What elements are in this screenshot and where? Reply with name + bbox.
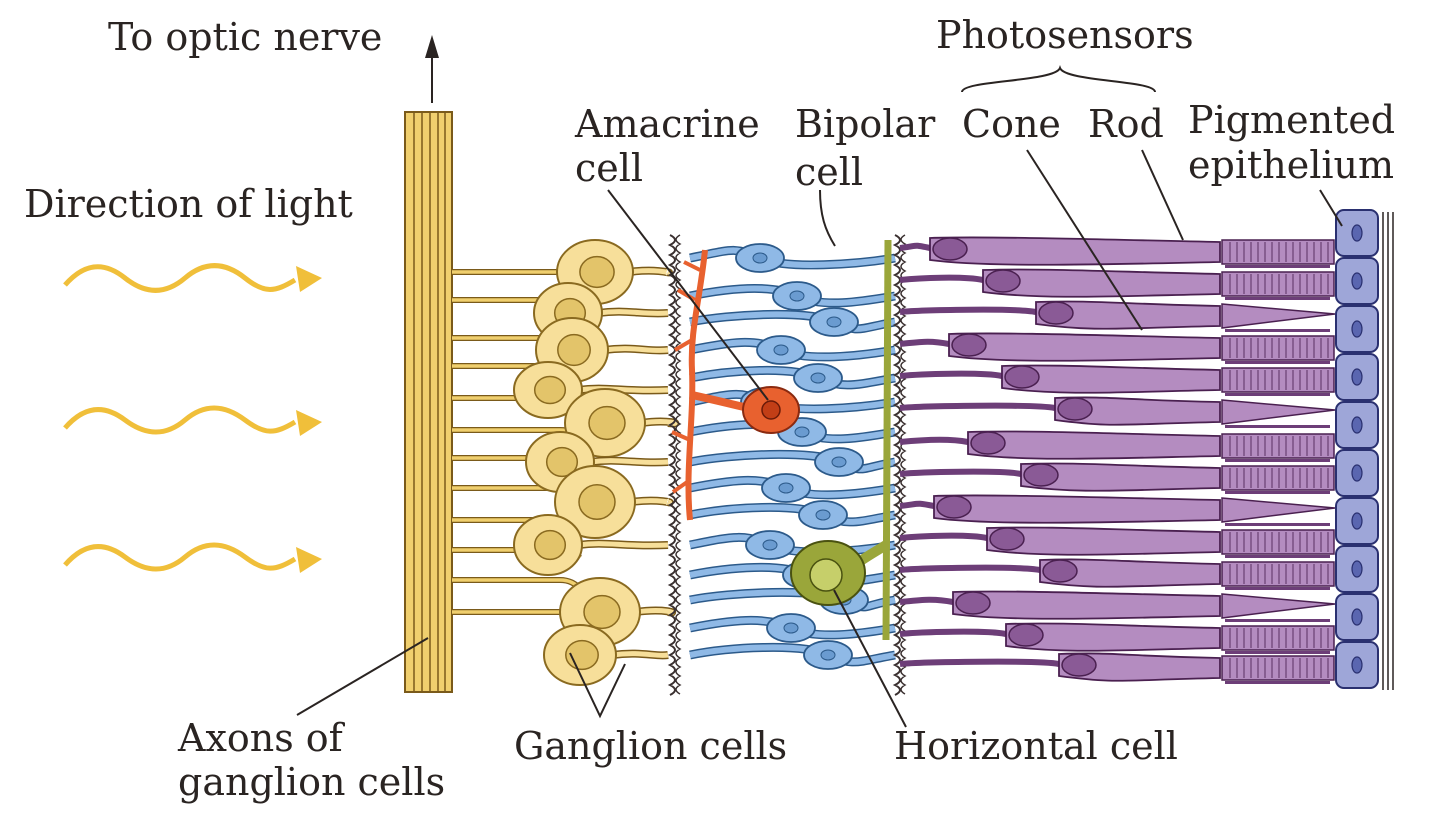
cone-outer-segment-12 [1221, 593, 1336, 619]
rod-outer-segment-13 [1221, 625, 1335, 651]
rod-pointer [1141, 149, 1184, 241]
horizontal-pointer [833, 589, 907, 728]
amacrine-label-line2: cell [575, 146, 644, 190]
horizontal-cell-label: Horizontal cell [894, 724, 1178, 768]
rod-cell-13 [1005, 622, 1221, 652]
cone-label: Cone [962, 102, 1061, 146]
rod-label: Rod [1088, 102, 1164, 146]
rod-outer-segment-5 [1221, 367, 1335, 393]
pigmented-label-line2: epithelium [1188, 143, 1395, 187]
ganglion-cell-layer [513, 239, 680, 686]
rod-cell-7 [967, 430, 1221, 460]
pigmented-epithelium [1335, 209, 1394, 690]
amacrine-cell [671, 249, 800, 521]
label-pointer-lines [296, 65, 1343, 728]
rod-cell-10 [986, 526, 1221, 556]
cone-cell-6 [1054, 396, 1221, 426]
cone-cell-9 [933, 494, 1221, 524]
amacrine-label-line1: Amacrine [575, 102, 760, 146]
amacrine-pointer [607, 189, 769, 401]
rod-outer-segment-1 [1221, 239, 1335, 265]
photosensors-label: Photosensors [936, 13, 1194, 57]
rod-outer-segment-2 [1221, 271, 1335, 297]
bipolar-label-line1: Bipolar [795, 102, 936, 146]
cone-cell-3 [1035, 300, 1221, 330]
light-wave-arrows [63, 263, 322, 573]
rod-outer-segment-4 [1221, 335, 1335, 361]
light-wave-3 [63, 542, 322, 573]
cone-outer-segment-6 [1221, 399, 1336, 425]
rod-cell-11 [1039, 558, 1221, 588]
axons-label-line1: Axons of [178, 716, 343, 760]
pigmented-label-line1: Pigmented [1188, 98, 1396, 142]
optic-nerve-arrow [425, 35, 439, 103]
outer-plexiform-band [892, 234, 901, 696]
to-optic-nerve-label: To optic nerve [108, 15, 383, 59]
cone-outer-segment-9 [1221, 497, 1336, 523]
rod-cell-1 [929, 236, 1221, 266]
light-wave-2 [63, 405, 322, 436]
light-wave-1 [63, 263, 322, 293]
bipolar-cell-layer [689, 243, 896, 670]
cone-pointer [1026, 149, 1143, 331]
photosensors-brace [961, 65, 1156, 93]
direction-of-light-label: Direction of light [24, 182, 353, 226]
photoreceptor-layer [899, 236, 1336, 684]
horizontal-cell [790, 239, 892, 641]
cone-outer-segment-3 [1221, 303, 1336, 329]
bipolar-label-line2: cell [795, 150, 864, 194]
rod-cell-4 [948, 332, 1221, 362]
inner-plexiform-band [667, 234, 676, 696]
rod-cell-14 [1058, 652, 1221, 682]
bipolar-pointer [819, 189, 836, 247]
axons-label-line2: ganglion cells [178, 760, 446, 804]
rod-outer-segment-11 [1221, 561, 1335, 587]
ganglion-pointer [569, 652, 626, 719]
pigmented-pointer [1319, 189, 1343, 227]
inner-plexiform-layer [667, 234, 682, 696]
ganglion-cells-label: Ganglion cells [514, 724, 788, 768]
rod-cell-5 [1001, 364, 1221, 394]
axons-pointer [296, 637, 429, 716]
rod-outer-segment-8 [1221, 465, 1335, 491]
cone-cell-12 [952, 590, 1221, 620]
rod-cell-2 [982, 268, 1221, 298]
rod-cell-8 [1020, 462, 1221, 492]
rod-outer-segment-10 [1221, 529, 1335, 555]
rod-outer-segment-7 [1221, 433, 1335, 459]
outer-plexiform-layer [892, 234, 907, 696]
rod-outer-segment-14 [1221, 655, 1335, 681]
